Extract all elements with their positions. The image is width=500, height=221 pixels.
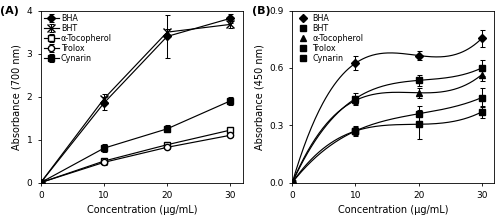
Trolox (352, 130, 358, 132)
α-Tocopherol (290, 181, 296, 184)
Text: (A): (A) (0, 6, 19, 15)
BHT (416, 79, 422, 82)
Line: Cynarin: Cynarin (289, 109, 485, 186)
Cynarin (416, 123, 422, 126)
X-axis label: Concentration (μg/mL): Concentration (μg/mL) (338, 206, 448, 215)
α-Tocopherol (416, 91, 422, 94)
Line: α-Tocopherol: α-Tocopherol (289, 72, 485, 186)
Cynarin (352, 130, 358, 132)
Trolox (416, 112, 422, 115)
Cynarin (479, 110, 485, 113)
Legend: BHA, BHT, α-Tocopherol, Trolox, Cynarin: BHA, BHT, α-Tocopherol, Trolox, Cynarin (42, 12, 114, 64)
BHA (479, 37, 485, 40)
α-Tocopherol (479, 73, 485, 76)
Trolox (479, 96, 485, 99)
Text: (B): (B) (252, 6, 270, 15)
BHT (352, 97, 358, 100)
Line: BHT: BHT (289, 65, 485, 186)
Trolox (290, 181, 296, 184)
BHT (479, 67, 485, 69)
Cynarin (290, 181, 296, 184)
BHT (290, 181, 296, 184)
BHA (290, 181, 296, 184)
X-axis label: Concentration (μg/mL): Concentration (μg/mL) (86, 206, 197, 215)
α-Tocopherol (352, 99, 358, 102)
Y-axis label: Absorbance (700 nm): Absorbance (700 nm) (11, 44, 21, 150)
Legend: BHA, BHT, α-Tocopherol, Trolox, Cynarin: BHA, BHT, α-Tocopherol, Trolox, Cynarin (294, 12, 365, 64)
Line: Trolox: Trolox (289, 94, 485, 186)
BHA (416, 54, 422, 57)
Line: BHA: BHA (289, 35, 485, 186)
Y-axis label: Absorbance (450 nm): Absorbance (450 nm) (254, 44, 264, 150)
BHA (352, 62, 358, 65)
